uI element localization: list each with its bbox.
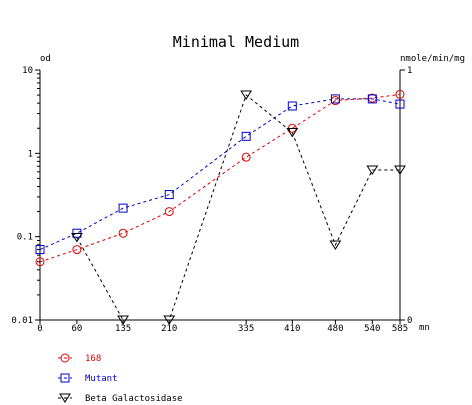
data-point-168 <box>118 228 128 238</box>
data-point-168 <box>395 89 405 99</box>
data-point-beta-galactosidase <box>286 128 299 138</box>
data-point-168 <box>35 257 45 267</box>
data-point-168 <box>241 152 251 162</box>
data-point-beta-galactosidase <box>366 165 379 175</box>
data-point-168 <box>72 245 82 255</box>
data-point-beta-galactosidase <box>71 233 83 243</box>
x-tick-label: 585 <box>392 324 408 334</box>
x-tick-label: 540 <box>364 324 380 334</box>
x-tick-label: 210 <box>161 324 177 334</box>
legend-item-168: 168 <box>58 353 101 364</box>
data-point-beta-galactosidase <box>240 90 253 100</box>
legend-label: Beta Galactosidase <box>85 394 183 404</box>
series-beta-galactosidase <box>71 90 406 325</box>
data-point-mutant <box>367 94 377 104</box>
data-point-mutant <box>287 101 297 111</box>
chart-title: Minimal Medium <box>173 33 299 51</box>
data-point-mutant <box>330 94 340 104</box>
data-point-beta-galactosidase <box>394 165 406 175</box>
x-axis-unit: mn <box>419 323 430 333</box>
data-point-168 <box>164 207 174 217</box>
legend-label: 168 <box>85 354 101 364</box>
data-point-beta-galactosidase <box>163 315 176 325</box>
left-tick-label: 0.1 <box>17 233 33 243</box>
data-point-mutant <box>164 190 174 200</box>
x-tick-label: 135 <box>115 324 131 334</box>
legend: 168 Mutant Beta Galactosidase <box>58 353 183 404</box>
series-line-168 <box>39 93 401 263</box>
right-tick-label: 1 <box>407 66 412 76</box>
legend-marker <box>60 373 70 383</box>
legend-marker <box>59 393 71 403</box>
x-tick-label: 480 <box>327 324 343 334</box>
legend-item-beta-galactosidase: Beta Galactosidase <box>58 393 183 404</box>
series-line-mutant <box>39 98 401 251</box>
series-168 <box>35 89 405 267</box>
x-tick-label: 335 <box>238 324 254 334</box>
left-tick-label: 10 <box>22 66 33 76</box>
x-tick-label: 60 <box>72 324 83 334</box>
series-line-beta-galactosidase <box>76 94 400 321</box>
right-tick-label: 0 <box>407 316 412 326</box>
legend-item-mutant: Mutant <box>58 373 118 384</box>
data-point-beta-galactosidase <box>329 240 342 250</box>
left-tick-label: 0.01 <box>11 316 33 326</box>
x-tick-label: 410 <box>284 324 300 334</box>
x-tick-label: 0 <box>37 324 42 334</box>
data-point-mutant <box>395 99 405 109</box>
data-point-beta-galactosidase <box>117 315 129 325</box>
left-tick-label: 1 <box>28 149 33 159</box>
data-point-mutant <box>118 203 128 213</box>
left-axis-unit: od <box>40 54 51 64</box>
data-point-mutant <box>241 131 251 141</box>
legend-label: Mutant <box>85 374 118 384</box>
legend-marker <box>60 353 70 363</box>
series-mutant <box>35 94 405 255</box>
series-layer <box>35 89 406 325</box>
right-axis-unit: nmole/min/mg <box>400 54 465 64</box>
data-point-mutant <box>35 245 45 255</box>
